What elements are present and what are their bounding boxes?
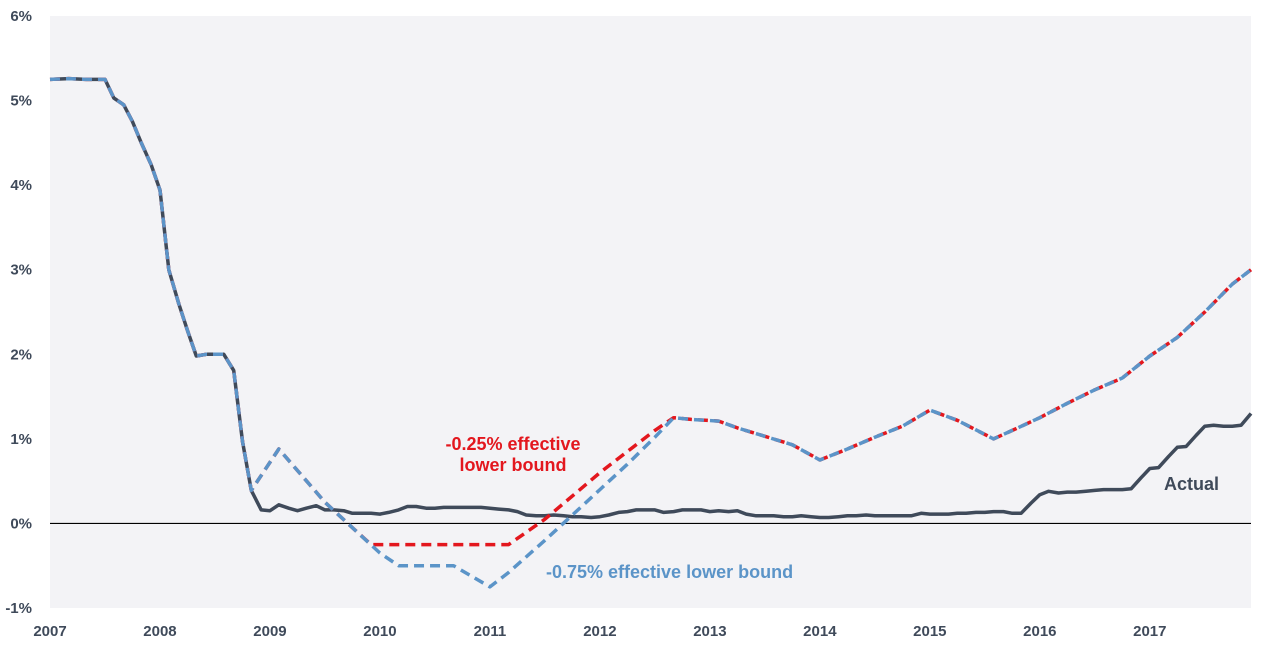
annotation-red-line2: lower bound: [460, 455, 567, 475]
x-tick-label: 2007: [33, 623, 66, 640]
y-tick-label: 1%: [10, 431, 32, 448]
x-tick-label: 2014: [803, 623, 837, 640]
y-tick-label: 3%: [10, 262, 32, 279]
x-tick-label: 2009: [253, 623, 286, 640]
y-tick-label: 4%: [10, 177, 32, 194]
x-tick-label: 2016: [1023, 623, 1056, 640]
x-tick-label: 2011: [474, 623, 507, 640]
x-tick-label: 2012: [583, 623, 616, 640]
y-tick-label: 2%: [10, 346, 32, 363]
x-tick-label: 2010: [363, 623, 396, 640]
annotation-actual: Actual: [1164, 474, 1219, 494]
x-tick-label: 2015: [913, 623, 946, 640]
y-tick-label: 5%: [10, 93, 32, 110]
series-layer: [49, 76, 1253, 589]
y-axis-ticks: -1% 0% 1% 2% 3% 4% 5% 6%: [5, 8, 32, 617]
y-tick-label: -1%: [5, 600, 32, 617]
annotation-blue: -0.75% effective lower bound: [546, 562, 793, 582]
x-tick-label: 2013: [693, 623, 726, 640]
annotation-red-line1: -0.25% effective: [445, 434, 580, 454]
series-blue-dashed-line: [49, 76, 1253, 589]
series-actual-line: [49, 76, 1253, 520]
x-axis-ticks: 2007 2008 2009 2010 2011 2012 2013 2014 2015 2016…: [33, 623, 1166, 640]
y-tick-label: 0%: [10, 515, 32, 532]
x-tick-label: 2017: [1133, 623, 1166, 640]
plot-background: [50, 16, 1251, 608]
x-tick-label: 2008: [143, 623, 176, 640]
y-tick-label: 6%: [10, 8, 32, 25]
